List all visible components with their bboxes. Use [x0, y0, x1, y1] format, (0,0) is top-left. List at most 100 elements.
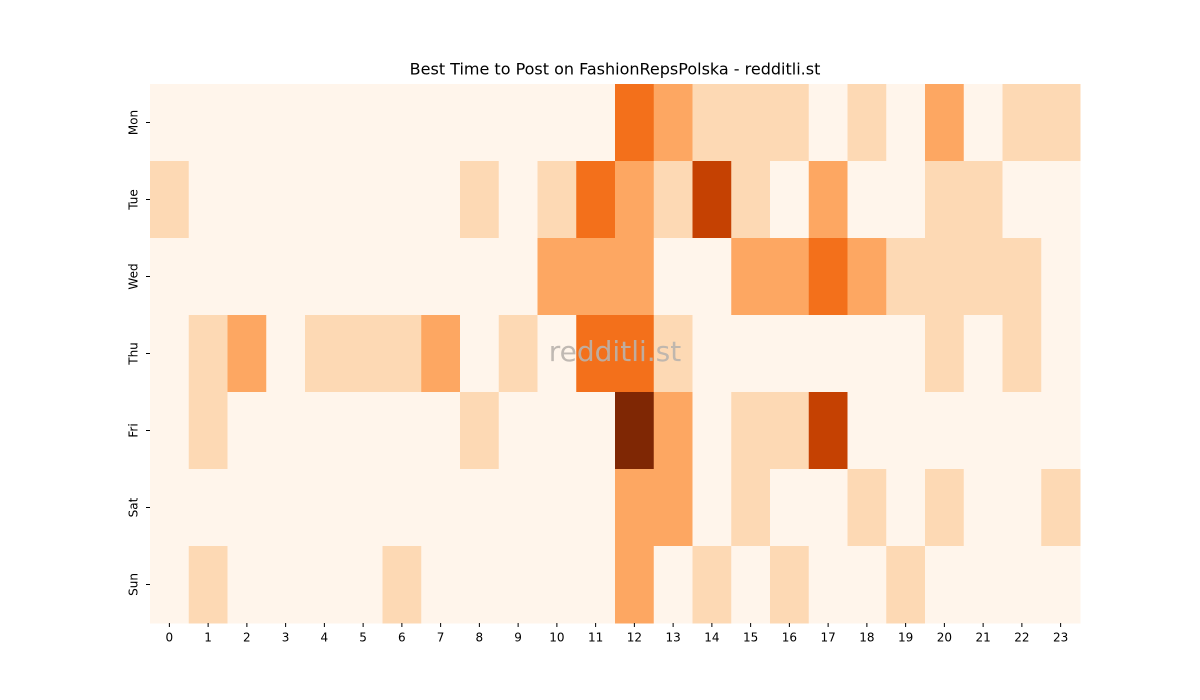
- heat-cell: [615, 238, 655, 316]
- heat-cell: [692, 238, 732, 316]
- heat-cell: [266, 84, 306, 162]
- heat-cell: [770, 392, 810, 470]
- heat-cell: [421, 469, 461, 547]
- heat-cell: [731, 392, 771, 470]
- heat-cell: [305, 315, 345, 393]
- heat-cell: [925, 392, 965, 470]
- heat-cell: [460, 84, 500, 162]
- heat-cell: [731, 238, 771, 316]
- heat-cell: [1041, 161, 1081, 239]
- x-tick-label: 12: [627, 631, 642, 645]
- heat-cell: [188, 315, 228, 393]
- x-tick-label: 4: [321, 631, 329, 645]
- heat-cell: [731, 546, 771, 624]
- heat-cell: [537, 392, 577, 470]
- heat-cell: [227, 392, 267, 470]
- heat-cell: [150, 84, 190, 162]
- y-tick-label: Wed: [127, 263, 141, 289]
- heat-cell: [498, 315, 538, 393]
- heat-cell: [886, 84, 926, 162]
- x-tick-label: 10: [549, 631, 564, 645]
- heat-cell: [537, 84, 577, 162]
- heat-cell: [808, 469, 848, 547]
- heat-cell: [1002, 238, 1042, 316]
- heat-cell: [731, 161, 771, 239]
- x-tick-label: 15: [743, 631, 758, 645]
- heat-cell: [653, 392, 693, 470]
- x-tick-label: 18: [859, 631, 874, 645]
- heat-cell: [382, 84, 422, 162]
- heat-cell: [653, 469, 693, 547]
- x-tick-label: 0: [166, 631, 174, 645]
- heat-cell: [1041, 546, 1081, 624]
- heat-cell: [692, 392, 732, 470]
- heat-cell: [925, 546, 965, 624]
- heat-cell: [1002, 315, 1042, 393]
- heat-cell: [770, 315, 810, 393]
- heat-cell: [188, 84, 228, 162]
- heat-cell: [847, 315, 887, 393]
- y-tick-label: Sat: [127, 497, 141, 517]
- heat-cell: [576, 238, 616, 316]
- heat-cell: [615, 84, 655, 162]
- heat-cell: [692, 469, 732, 547]
- heat-cell: [305, 469, 345, 547]
- heat-cell: [460, 546, 500, 624]
- heat-cell: [692, 546, 732, 624]
- heat-cell: [382, 469, 422, 547]
- heat-cell: [808, 392, 848, 470]
- heat-cell: [421, 84, 461, 162]
- heat-cell: [150, 238, 190, 316]
- x-tick-label: 1: [204, 631, 212, 645]
- heat-cell: [963, 238, 1003, 316]
- heat-cell: [537, 161, 577, 239]
- heat-cell: [305, 84, 345, 162]
- heat-cell: [150, 546, 190, 624]
- heat-cell: [808, 546, 848, 624]
- x-tick-label: 9: [514, 631, 522, 645]
- heat-cell: [886, 238, 926, 316]
- heat-cell: [227, 315, 267, 393]
- heat-cell: [498, 546, 538, 624]
- heat-cell: [343, 161, 383, 239]
- heat-cell: [188, 392, 228, 470]
- heat-cell: [537, 469, 577, 547]
- heat-cell: [343, 392, 383, 470]
- heat-cell: [150, 392, 190, 470]
- x-tick-label: 13: [665, 631, 680, 645]
- y-tick-label: Thu: [127, 342, 141, 366]
- x-tick-label: 19: [898, 631, 913, 645]
- heat-cell: [576, 315, 616, 393]
- heat-cell: [653, 238, 693, 316]
- x-tick-label: 8: [476, 631, 484, 645]
- heat-cell: [227, 161, 267, 239]
- heat-cell: [266, 238, 306, 316]
- heat-cell: [266, 546, 306, 624]
- heat-cell: [266, 315, 306, 393]
- heat-cell: [460, 161, 500, 239]
- heat-cell: [847, 84, 887, 162]
- y-tick-label: Tue: [127, 189, 141, 211]
- x-tick-label: 20: [937, 631, 952, 645]
- heat-cell: [963, 315, 1003, 393]
- heat-cell: [1041, 238, 1081, 316]
- heat-cell: [886, 315, 926, 393]
- x-tick-label: 16: [782, 631, 797, 645]
- heat-cell: [1041, 315, 1081, 393]
- heat-cell: [382, 546, 422, 624]
- heat-cell: [266, 161, 306, 239]
- chart-title: Best Time to Post on FashionRepsPolska -…: [410, 60, 821, 79]
- x-tick-label: 21: [975, 631, 990, 645]
- heat-cell: [963, 546, 1003, 624]
- heat-cell: [188, 546, 228, 624]
- heat-cell: [653, 546, 693, 624]
- heat-cell: [886, 546, 926, 624]
- heat-cell: [382, 392, 422, 470]
- x-tick-label: 5: [359, 631, 367, 645]
- x-tick-label: 11: [588, 631, 603, 645]
- heat-cell: [886, 469, 926, 547]
- heat-cell: [576, 469, 616, 547]
- heat-cell: [886, 161, 926, 239]
- heat-cell: [150, 315, 190, 393]
- heat-cell: [343, 238, 383, 316]
